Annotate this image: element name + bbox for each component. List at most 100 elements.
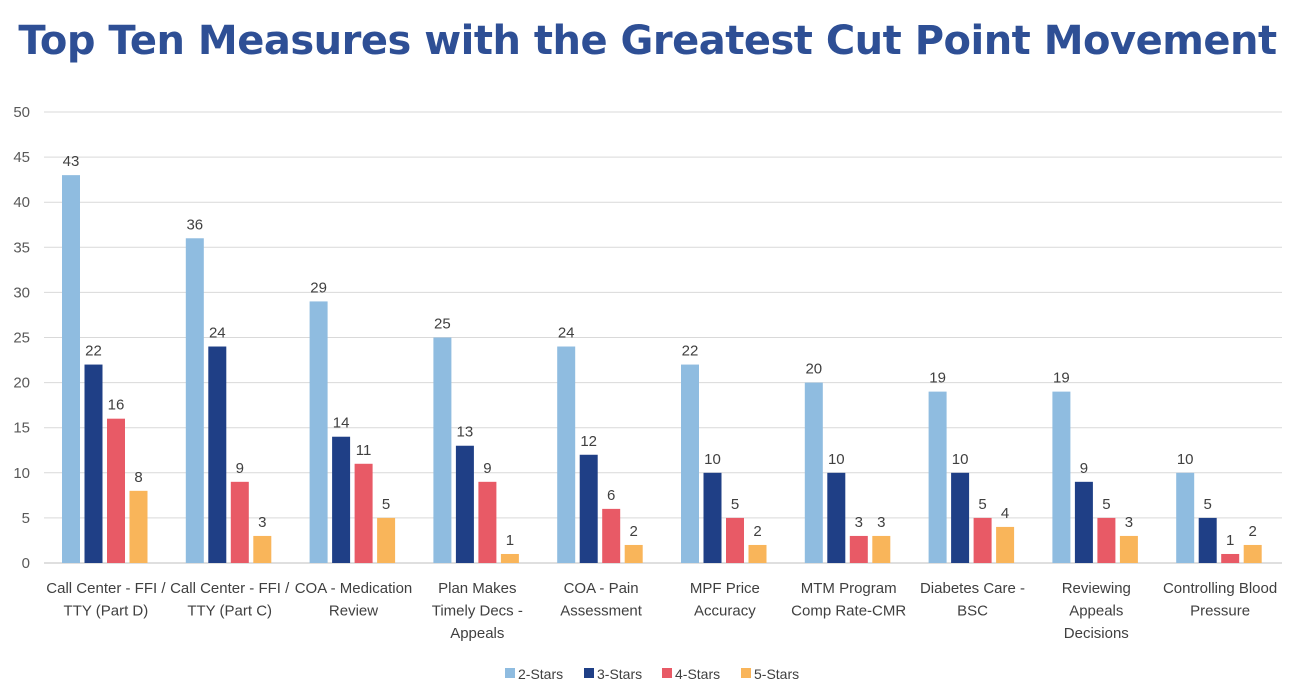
bar-4-stars [478, 481, 497, 563]
bar-4-stars [230, 481, 249, 563]
bar-5-stars [1243, 544, 1262, 563]
bar-5-stars [129, 490, 148, 563]
data-label: 14 [333, 415, 350, 432]
y-tick-label: 25 [13, 330, 30, 347]
data-label: 12 [580, 433, 597, 450]
data-label: 25 [434, 316, 451, 333]
y-tick-label: 50 [13, 104, 30, 121]
bar-2-stars [62, 175, 80, 563]
bar-2-stars [1052, 391, 1071, 563]
chart-title: Top Ten Measures with the Greatest Cut P… [18, 18, 1277, 64]
data-label: 24 [209, 325, 226, 342]
data-label: 10 [828, 451, 845, 468]
bar-3-stars [1074, 481, 1093, 563]
data-label: 19 [1053, 370, 1070, 387]
bar-2-stars [1176, 472, 1195, 563]
legend: 2-Stars 3-Stars 4-Stars 5-Stars [505, 666, 799, 682]
data-label: 9 [483, 460, 491, 477]
data-label: 9 [236, 460, 244, 477]
legend-swatch [662, 668, 672, 678]
data-label: 36 [186, 216, 203, 233]
x-category-label: Diabetes Care -BSC [920, 580, 1025, 620]
data-label: 43 [63, 153, 80, 170]
y-tick-label: 15 [13, 420, 30, 437]
x-category-label: COA - Pain Assessment [560, 580, 643, 620]
data-label: 16 [108, 397, 125, 414]
data-label: 5 [1204, 496, 1212, 513]
data-label: 4 [1001, 505, 1009, 522]
bar-5-stars [996, 526, 1015, 563]
data-label: 3 [877, 514, 885, 531]
bars [62, 175, 1262, 563]
data-label: 3 [258, 514, 266, 531]
data-label: 11 [356, 442, 372, 459]
data-label: 10 [952, 451, 969, 468]
bar-4-stars [354, 463, 373, 563]
data-label: 2 [753, 523, 761, 540]
bar-4-stars [1097, 517, 1116, 563]
bar-3-stars [208, 346, 227, 563]
data-label: 19 [929, 370, 946, 387]
bar-2-stars [309, 301, 328, 563]
y-tick-label: 10 [13, 465, 30, 482]
bar-4-stars [1221, 553, 1240, 563]
bar-4-stars [107, 418, 125, 563]
data-label: 5 [1102, 496, 1110, 513]
x-category-label: Controlling Blood Pressure [1163, 580, 1277, 620]
data-label: 10 [704, 451, 721, 468]
bar-5-stars [624, 544, 643, 563]
y-axis: 0 5 10 15 20 25 30 35 40 45 50 [13, 104, 30, 572]
data-label: 6 [607, 487, 615, 504]
bar-5-stars [1119, 535, 1138, 563]
bar-5-stars [872, 535, 891, 563]
data-label: 13 [457, 424, 474, 441]
bar-4-stars [849, 535, 868, 563]
legend-swatch [505, 668, 515, 678]
data-label: 5 [382, 496, 390, 513]
bar-3-stars [84, 364, 103, 563]
y-tick-label: 20 [13, 375, 30, 392]
data-label: 1 [506, 532, 514, 549]
data-label: 8 [134, 469, 142, 486]
bar-4-stars [973, 517, 992, 563]
bar-2-stars [681, 364, 699, 563]
data-label: 29 [310, 279, 327, 296]
x-category-label: COA - Medication Review [295, 580, 413, 620]
bar-2-stars [804, 382, 823, 563]
data-label: 10 [1177, 451, 1194, 468]
bar-3-stars [703, 472, 722, 563]
data-label: 22 [682, 343, 699, 360]
bar-3-stars [1198, 517, 1217, 563]
bar-3-stars [827, 472, 846, 563]
bar-2-stars [433, 337, 452, 563]
data-label: 3 [1125, 514, 1133, 531]
bar-4-stars [726, 517, 744, 563]
legend-label: 5-Stars [754, 666, 799, 682]
x-category-label: Reviewing Appeals Decisions [1062, 580, 1131, 642]
legend-label: 2-Stars [518, 666, 563, 682]
data-label: 5 [731, 496, 739, 513]
bar-3-stars [951, 472, 970, 563]
y-tick-label: 40 [13, 194, 30, 211]
data-label: 22 [85, 343, 102, 360]
x-category-label: MTM Program Comp Rate-CMR [791, 580, 906, 620]
data-label: 20 [805, 361, 822, 378]
x-category-label: Call Center - FFI / TTY (Part D) [46, 580, 166, 620]
data-label: 1 [1226, 532, 1234, 549]
legend-label: 4-Stars [675, 666, 720, 682]
x-category-label: Plan Makes Timely Decs -Appeals [432, 580, 523, 642]
bar-5-stars [377, 517, 396, 563]
bar-4-stars [602, 508, 621, 563]
bar-2-stars [557, 346, 576, 563]
legend-swatch [584, 668, 594, 678]
x-category-label: Call Center - FFI / TTY (Part C) [170, 580, 290, 620]
data-label: 24 [558, 325, 575, 342]
data-label: 9 [1080, 460, 1088, 477]
bar-5-stars [500, 553, 519, 563]
bar-2-stars [928, 391, 947, 563]
bar-3-stars [579, 454, 598, 563]
x-axis: Call Center - FFI / TTY (Part D)Call Cent… [46, 580, 1277, 642]
bar-3-stars [332, 436, 351, 563]
bar-2-stars [185, 238, 204, 563]
